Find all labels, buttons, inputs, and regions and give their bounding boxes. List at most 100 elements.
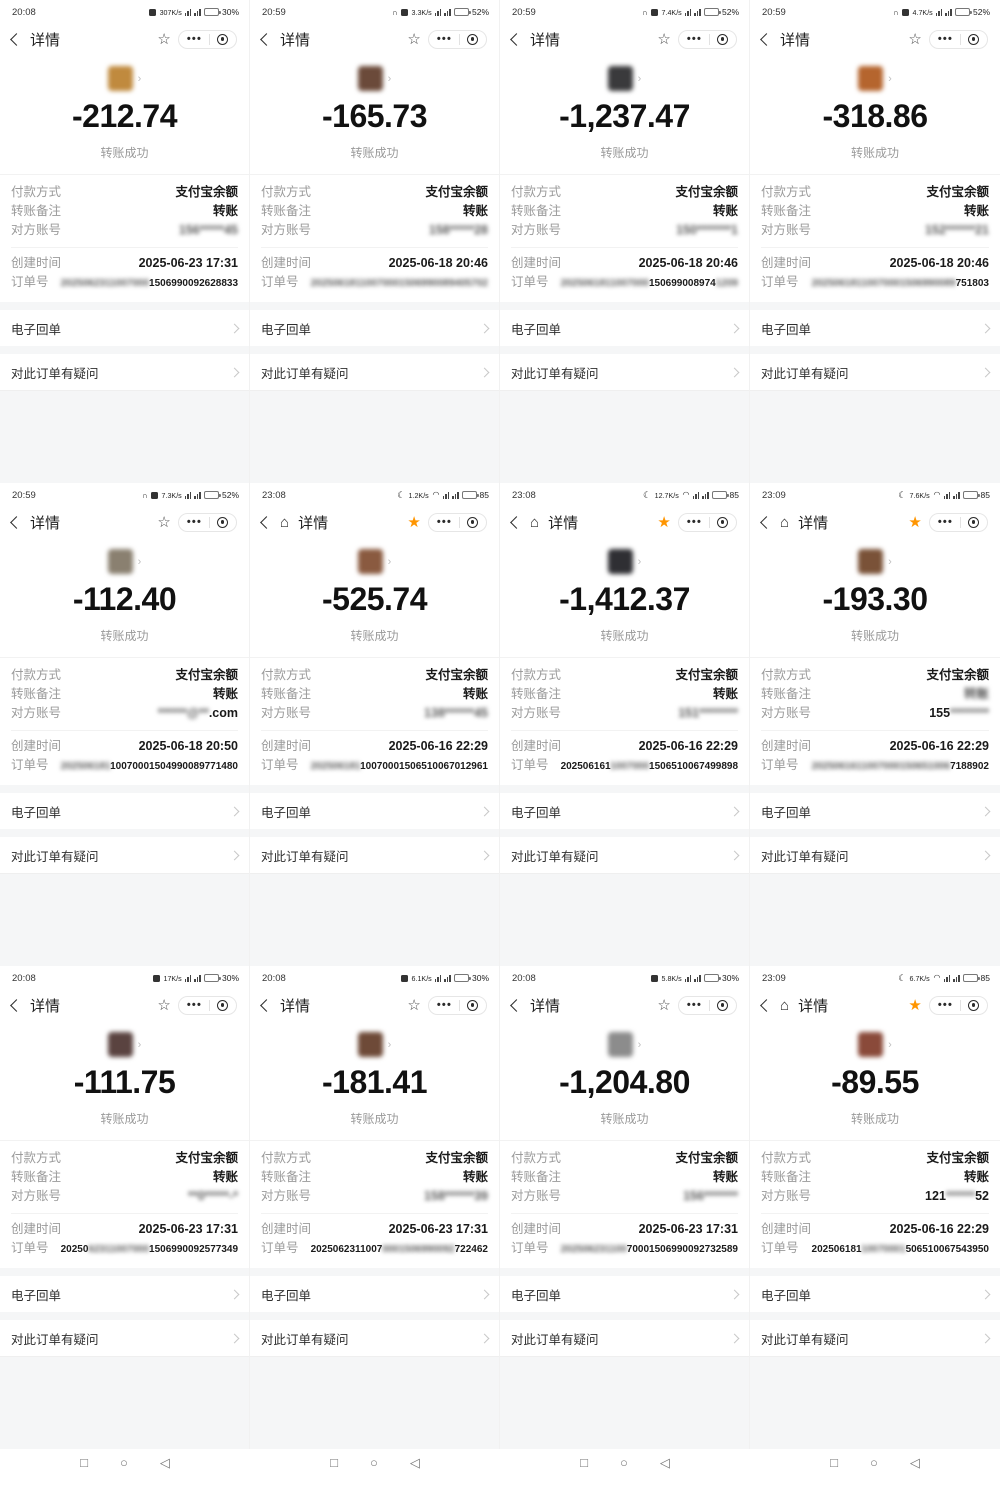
home-button[interactable]: ○: [620, 1455, 628, 1470]
favorite-star-icon[interactable]: ☆: [657, 996, 671, 1014]
more-menu-icon[interactable]: •••: [686, 515, 702, 528]
recents-button[interactable]: □: [330, 1455, 338, 1470]
close-target-icon[interactable]: [968, 999, 979, 1011]
favorite-star-icon[interactable]: ☆: [157, 30, 171, 48]
close-target-icon[interactable]: [717, 33, 728, 45]
payee-row[interactable]: ›: [500, 549, 749, 574]
back-button[interactable]: ◁: [659, 1455, 670, 1470]
favorite-star-icon[interactable]: ☆: [407, 30, 421, 48]
back-icon[interactable]: [10, 998, 23, 1012]
order-question-link[interactable]: 对此订单有疑问: [750, 837, 1000, 873]
receipt-link[interactable]: 电子回单: [750, 793, 1000, 829]
order-question-link[interactable]: 对此订单有疑问: [500, 354, 749, 390]
favorite-star-icon[interactable]: ☆: [157, 513, 171, 531]
more-menu-icon[interactable]: •••: [937, 998, 953, 1011]
favorite-star-icon[interactable]: ★: [657, 513, 671, 531]
order-question-link[interactable]: 对此订单有疑问: [500, 1320, 749, 1356]
order-question-link[interactable]: 对此订单有疑问: [0, 1320, 249, 1356]
home-button[interactable]: ○: [870, 1455, 878, 1470]
home-icon[interactable]: ⌂: [530, 513, 540, 531]
home-button[interactable]: ○: [120, 1455, 128, 1470]
recents-button[interactable]: □: [830, 1455, 838, 1470]
receipt-link[interactable]: 电子回单: [250, 1276, 499, 1312]
close-target-icon[interactable]: [217, 516, 228, 528]
home-icon[interactable]: ⌂: [780, 996, 790, 1014]
close-target-icon[interactable]: [717, 516, 728, 528]
back-icon[interactable]: [260, 998, 273, 1012]
receipt-link[interactable]: 电子回单: [0, 310, 249, 346]
home-icon[interactable]: ⌂: [780, 513, 790, 531]
back-icon[interactable]: [760, 32, 773, 46]
order-question-link[interactable]: 对此订单有疑问: [0, 354, 249, 390]
home-icon[interactable]: ⌂: [280, 513, 290, 531]
payee-row[interactable]: ›: [250, 66, 499, 91]
recents-button[interactable]: □: [580, 1455, 588, 1470]
receipt-link[interactable]: 电子回单: [250, 310, 499, 346]
close-target-icon[interactable]: [717, 999, 728, 1011]
back-icon[interactable]: [760, 998, 773, 1012]
receipt-link[interactable]: 电子回单: [0, 793, 249, 829]
more-menu-icon[interactable]: •••: [436, 32, 452, 45]
payee-row[interactable]: ›: [250, 1032, 499, 1057]
payee-row[interactable]: ›: [0, 1032, 249, 1057]
order-question-link[interactable]: 对此订单有疑问: [250, 837, 499, 873]
more-menu-icon[interactable]: •••: [937, 32, 953, 45]
payee-row[interactable]: ›: [750, 1032, 1000, 1057]
close-target-icon[interactable]: [968, 516, 979, 528]
back-icon[interactable]: [260, 32, 273, 46]
favorite-star-icon[interactable]: ★: [908, 996, 922, 1014]
back-icon[interactable]: [10, 32, 23, 46]
close-target-icon[interactable]: [217, 33, 228, 45]
payee-row[interactable]: ›: [250, 549, 499, 574]
favorite-star-icon[interactable]: ☆: [908, 30, 922, 48]
back-icon[interactable]: [10, 515, 23, 529]
order-question-link[interactable]: 对此订单有疑问: [250, 354, 499, 390]
order-question-link[interactable]: 对此订单有疑问: [750, 1320, 1000, 1356]
receipt-link[interactable]: 电子回单: [0, 1276, 249, 1312]
receipt-link[interactable]: 电子回单: [500, 310, 749, 346]
more-menu-icon[interactable]: •••: [436, 515, 452, 528]
order-question-link[interactable]: 对此订单有疑问: [500, 837, 749, 873]
favorite-star-icon[interactable]: ☆: [657, 30, 671, 48]
order-question-link[interactable]: 对此订单有疑问: [250, 1320, 499, 1356]
back-icon[interactable]: [260, 515, 273, 529]
back-button[interactable]: ◁: [909, 1455, 920, 1470]
receipt-link[interactable]: 电子回单: [750, 1276, 1000, 1312]
back-icon[interactable]: [510, 32, 523, 46]
order-question-link[interactable]: 对此订单有疑问: [750, 354, 1000, 390]
more-menu-icon[interactable]: •••: [686, 998, 702, 1011]
close-target-icon[interactable]: [467, 999, 478, 1011]
back-icon[interactable]: [510, 515, 523, 529]
more-menu-icon[interactable]: •••: [686, 32, 702, 45]
payee-row[interactable]: ›: [500, 66, 749, 91]
payee-row[interactable]: ›: [750, 66, 1000, 91]
close-target-icon[interactable]: [467, 516, 478, 528]
close-target-icon[interactable]: [968, 33, 979, 45]
back-button[interactable]: ◁: [159, 1455, 170, 1470]
back-button[interactable]: ◁: [409, 1455, 420, 1470]
order-question-link[interactable]: 对此订单有疑问: [0, 837, 249, 873]
receipt-link[interactable]: 电子回单: [500, 1276, 749, 1312]
payee-row[interactable]: ›: [0, 549, 249, 574]
receipt-link[interactable]: 电子回单: [500, 793, 749, 829]
favorite-star-icon[interactable]: ☆: [407, 996, 421, 1014]
back-icon[interactable]: [510, 998, 523, 1012]
close-target-icon[interactable]: [467, 33, 478, 45]
more-menu-icon[interactable]: •••: [937, 515, 953, 528]
more-menu-icon[interactable]: •••: [186, 998, 202, 1011]
favorite-star-icon[interactable]: ☆: [157, 996, 171, 1014]
more-menu-icon[interactable]: •••: [436, 998, 452, 1011]
payee-row[interactable]: ›: [500, 1032, 749, 1057]
receipt-link[interactable]: 电子回单: [250, 793, 499, 829]
recents-button[interactable]: □: [80, 1455, 88, 1470]
favorite-star-icon[interactable]: ★: [908, 513, 922, 531]
payee-row[interactable]: ›: [0, 66, 249, 91]
home-button[interactable]: ○: [370, 1455, 378, 1470]
more-menu-icon[interactable]: •••: [186, 32, 202, 45]
back-icon[interactable]: [760, 515, 773, 529]
payee-row[interactable]: ›: [750, 549, 1000, 574]
close-target-icon[interactable]: [217, 999, 228, 1011]
more-menu-icon[interactable]: •••: [186, 515, 202, 528]
favorite-star-icon[interactable]: ★: [407, 513, 421, 531]
receipt-link[interactable]: 电子回单: [750, 310, 1000, 346]
